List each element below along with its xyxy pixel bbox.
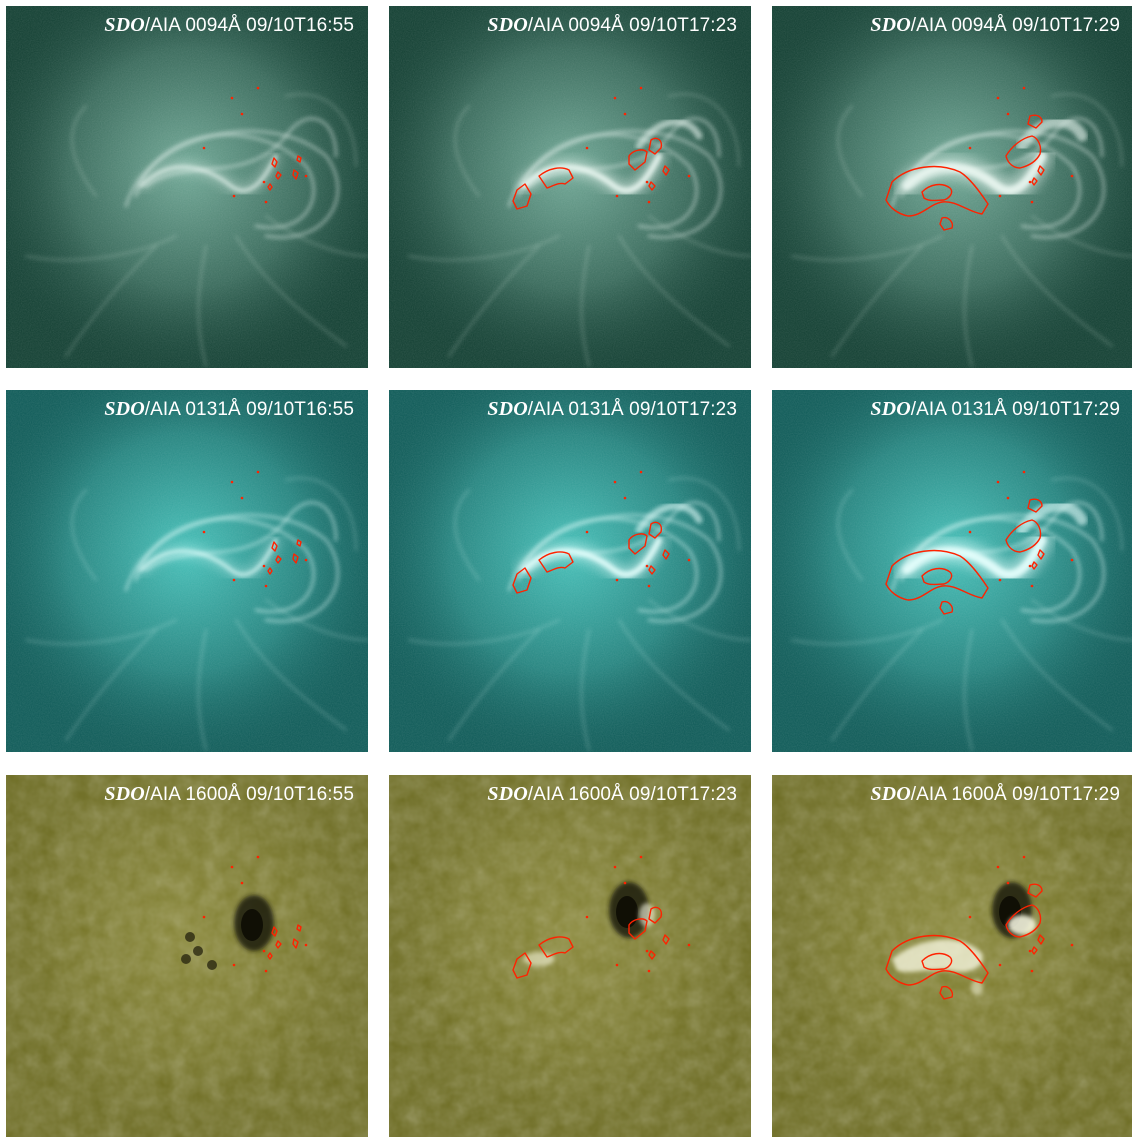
solar-image <box>6 390 368 752</box>
channel-time: /AIA 0131Å 09/10T16:55 <box>144 399 354 420</box>
solar-image <box>772 6 1132 368</box>
panel-aia1600-t2: SDO/AIA 1600Å 09/10T17:23 <box>389 775 751 1137</box>
solar-image <box>389 6 751 368</box>
channel-time: /AIA 0094Å 09/10T16:55 <box>144 15 354 36</box>
panel-label: SDO/AIA 1600Å 09/10T17:23 <box>389 783 751 806</box>
channel-time: /AIA 1600Å 09/10T16:55 <box>144 784 354 805</box>
panel-aia131-t2: SDO/AIA 0131Å 09/10T17:23 <box>389 390 751 752</box>
panel-aia1600-t3: SDO/AIA 1600Å 09/10T17:29 <box>772 775 1132 1137</box>
channel-time: /AIA 1600Å 09/10T17:23 <box>527 784 737 805</box>
panel-label: SDO/AIA 0094Å 09/10T17:29 <box>772 14 1132 37</box>
panel-label: SDO/AIA 1600Å 09/10T16:55 <box>6 783 368 806</box>
channel-time: /AIA 0094Å 09/10T17:29 <box>910 15 1120 36</box>
panel-label: SDO/AIA 0131Å 09/10T17:23 <box>389 398 751 421</box>
channel-time: /AIA 0094Å 09/10T17:23 <box>527 15 737 36</box>
panel-aia94-t1: SDO/AIA 0094Å 09/10T16:55 <box>6 6 368 368</box>
panel-label: SDO/AIA 0131Å 09/10T17:29 <box>772 398 1132 421</box>
solar-image <box>772 775 1132 1137</box>
panel-label: SDO/AIA 0131Å 09/10T16:55 <box>6 398 368 421</box>
solar-image <box>389 390 751 752</box>
channel-time: /AIA 1600Å 09/10T17:29 <box>910 784 1120 805</box>
panel-label: SDO/AIA 0094Å 09/10T16:55 <box>6 14 368 37</box>
instrument-name: SDO <box>870 14 911 36</box>
channel-time: /AIA 0131Å 09/10T17:23 <box>527 399 737 420</box>
solar-image <box>389 775 751 1137</box>
instrument-name: SDO <box>870 783 911 805</box>
panel-aia131-t3: SDO/AIA 0131Å 09/10T17:29 <box>772 390 1132 752</box>
panel-label: SDO/AIA 0094Å 09/10T17:23 <box>389 14 751 37</box>
panel-aia94-t3: SDO/AIA 0094Å 09/10T17:29 <box>772 6 1132 368</box>
solar-image <box>6 6 368 368</box>
panel-aia94-t2: SDO/AIA 0094Å 09/10T17:23 <box>389 6 751 368</box>
panel-aia1600-t1: SDO/AIA 1600Å 09/10T16:55 <box>6 775 368 1137</box>
solar-image <box>772 390 1132 752</box>
instrument-name: SDO <box>487 398 528 420</box>
instrument-name: SDO <box>487 783 528 805</box>
instrument-name: SDO <box>487 14 528 36</box>
instrument-name: SDO <box>104 14 145 36</box>
panel-label: SDO/AIA 1600Å 09/10T17:29 <box>772 783 1132 806</box>
instrument-name: SDO <box>104 783 145 805</box>
panel-aia131-t1: SDO/AIA 0131Å 09/10T16:55 <box>6 390 368 752</box>
channel-time: /AIA 0131Å 09/10T17:29 <box>910 399 1120 420</box>
solar-image <box>6 775 368 1137</box>
instrument-name: SDO <box>104 398 145 420</box>
instrument-name: SDO <box>870 398 911 420</box>
